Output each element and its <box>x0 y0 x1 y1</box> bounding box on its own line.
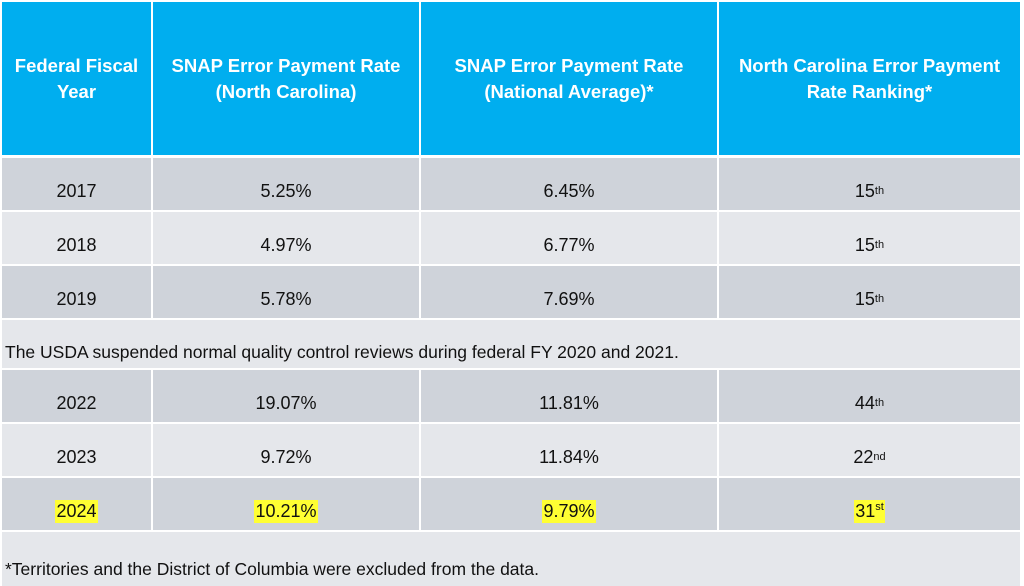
rank-value: 15 <box>854 288 875 309</box>
table-header-row: Federal Fiscal Year SNAP Error Payment R… <box>2 2 1020 158</box>
header-fiscal-year: Federal Fiscal Year <box>2 2 153 155</box>
nc-rate-cell: 19.07% <box>153 370 421 422</box>
highlighted-value: 2024 <box>55 499 98 523</box>
national-rate-cell: 6.77% <box>421 212 719 264</box>
header-nc-rate: SNAP Error Payment Rate (North Carolina) <box>153 2 421 155</box>
header-line: Year <box>56 80 97 102</box>
table-row-highlighted: 2024 10.21% 9.79% 31st <box>2 478 1020 532</box>
header-line: SNAP Error Payment Rate <box>171 54 401 76</box>
header-line: (National Average)* <box>484 80 654 102</box>
header-line: North Carolina Error Payment <box>738 54 1001 76</box>
year-cell: 2023 <box>2 424 153 476</box>
year-cell: 2022 <box>2 370 153 422</box>
year-cell: 2024 <box>2 478 153 530</box>
nc-rate-cell: 9.72% <box>153 424 421 476</box>
ranking-cell: 31st <box>719 478 1020 530</box>
nc-rate-cell: 5.25% <box>153 158 421 210</box>
rank-suffix: st <box>875 500 884 513</box>
nc-rate-cell: 10.21% <box>153 478 421 530</box>
year-cell: 2019 <box>2 266 153 318</box>
header-nc-ranking: North Carolina Error Payment Rate Rankin… <box>719 2 1020 155</box>
header-line: SNAP Error Payment Rate <box>454 54 684 76</box>
header-line: Rate Ranking* <box>806 80 933 102</box>
nc-rate-cell: 5.78% <box>153 266 421 318</box>
year-cell: 2018 <box>2 212 153 264</box>
rank-value: 15 <box>854 234 875 255</box>
rank-value: 22 <box>853 446 874 467</box>
national-rate-cell: 6.45% <box>421 158 719 210</box>
national-rate-cell: 9.79% <box>421 478 719 530</box>
nc-rate-cell: 4.97% <box>153 212 421 264</box>
rank-value: 31 <box>855 500 876 521</box>
national-rate-cell: 11.81% <box>421 370 719 422</box>
suspension-note: The USDA suspended normal quality contro… <box>2 320 1020 370</box>
rank-value: 15 <box>854 180 875 201</box>
national-rate-cell: 7.69% <box>421 266 719 318</box>
highlighted-value: 9.79% <box>542 499 596 523</box>
rank-value: 44 <box>854 392 875 413</box>
header-line: Federal Fiscal <box>14 54 139 76</box>
year-cell: 2017 <box>2 158 153 210</box>
national-rate-cell: 11.84% <box>421 424 719 476</box>
highlighted-value: 31st <box>854 499 885 523</box>
highlighted-value: 10.21% <box>254 499 318 523</box>
header-national-rate: SNAP Error Payment Rate (National Averag… <box>421 2 719 155</box>
footnote: *Territories and the District of Columbi… <box>2 532 1020 586</box>
header-line: (North Carolina) <box>215 80 357 102</box>
